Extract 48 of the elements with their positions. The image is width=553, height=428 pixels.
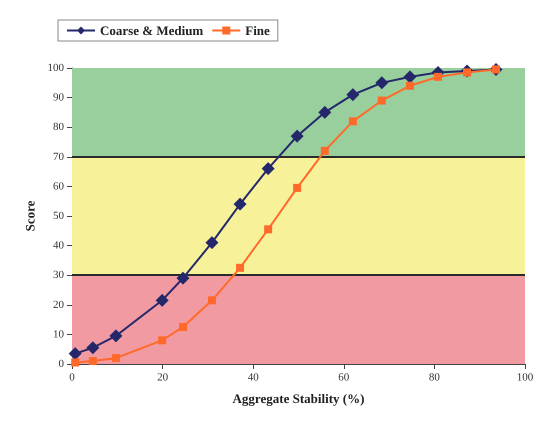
legend-label: Coarse & Medium bbox=[100, 23, 204, 38]
point bbox=[234, 198, 247, 211]
x-tick-label: 80 bbox=[428, 372, 440, 384]
legend-label: Fine bbox=[245, 23, 270, 38]
point bbox=[264, 225, 272, 234]
y-tick-label: 20 bbox=[53, 298, 64, 311]
point bbox=[290, 130, 304, 143]
point bbox=[205, 236, 218, 250]
point bbox=[176, 272, 190, 285]
point bbox=[262, 162, 275, 176]
point bbox=[375, 76, 388, 90]
point bbox=[348, 117, 357, 126]
y-tick-label: 0 bbox=[58, 358, 64, 370]
y-tick-label: 70 bbox=[53, 150, 64, 163]
point bbox=[158, 336, 166, 344]
point bbox=[112, 354, 120, 362]
point bbox=[434, 72, 442, 81]
x-tick-label: 60 bbox=[338, 372, 350, 384]
point bbox=[86, 341, 100, 354]
point bbox=[236, 264, 244, 272]
point bbox=[68, 347, 82, 360]
y-tick-label: 80 bbox=[53, 121, 64, 134]
y-tick-label: 100 bbox=[48, 62, 64, 74]
y-tick-label: 30 bbox=[53, 269, 64, 282]
point bbox=[346, 88, 360, 102]
x-tick-label: 20 bbox=[157, 372, 169, 384]
point bbox=[293, 184, 302, 192]
point bbox=[156, 294, 169, 307]
point bbox=[88, 357, 97, 366]
y-axis-title: Score bbox=[22, 200, 38, 232]
x-tick-label: 100 bbox=[516, 372, 534, 384]
point bbox=[406, 82, 414, 90]
x-tick-label: 0 bbox=[69, 372, 76, 384]
x-tick-label: 40 bbox=[248, 372, 260, 384]
y-tick-label: 90 bbox=[53, 92, 64, 104]
point bbox=[71, 358, 80, 367]
point bbox=[378, 96, 386, 105]
point bbox=[318, 106, 332, 119]
x-axis-title: Aggregate Stability (%) bbox=[232, 391, 364, 406]
point bbox=[178, 323, 187, 331]
y-tick-label: 50 bbox=[53, 210, 64, 222]
point bbox=[320, 146, 329, 155]
point bbox=[403, 70, 416, 84]
y-tick-label: 10 bbox=[53, 328, 64, 340]
point bbox=[109, 329, 122, 342]
point bbox=[208, 296, 216, 304]
y-tick-label: 60 bbox=[53, 180, 64, 192]
y-tick-label: 40 bbox=[53, 240, 64, 252]
